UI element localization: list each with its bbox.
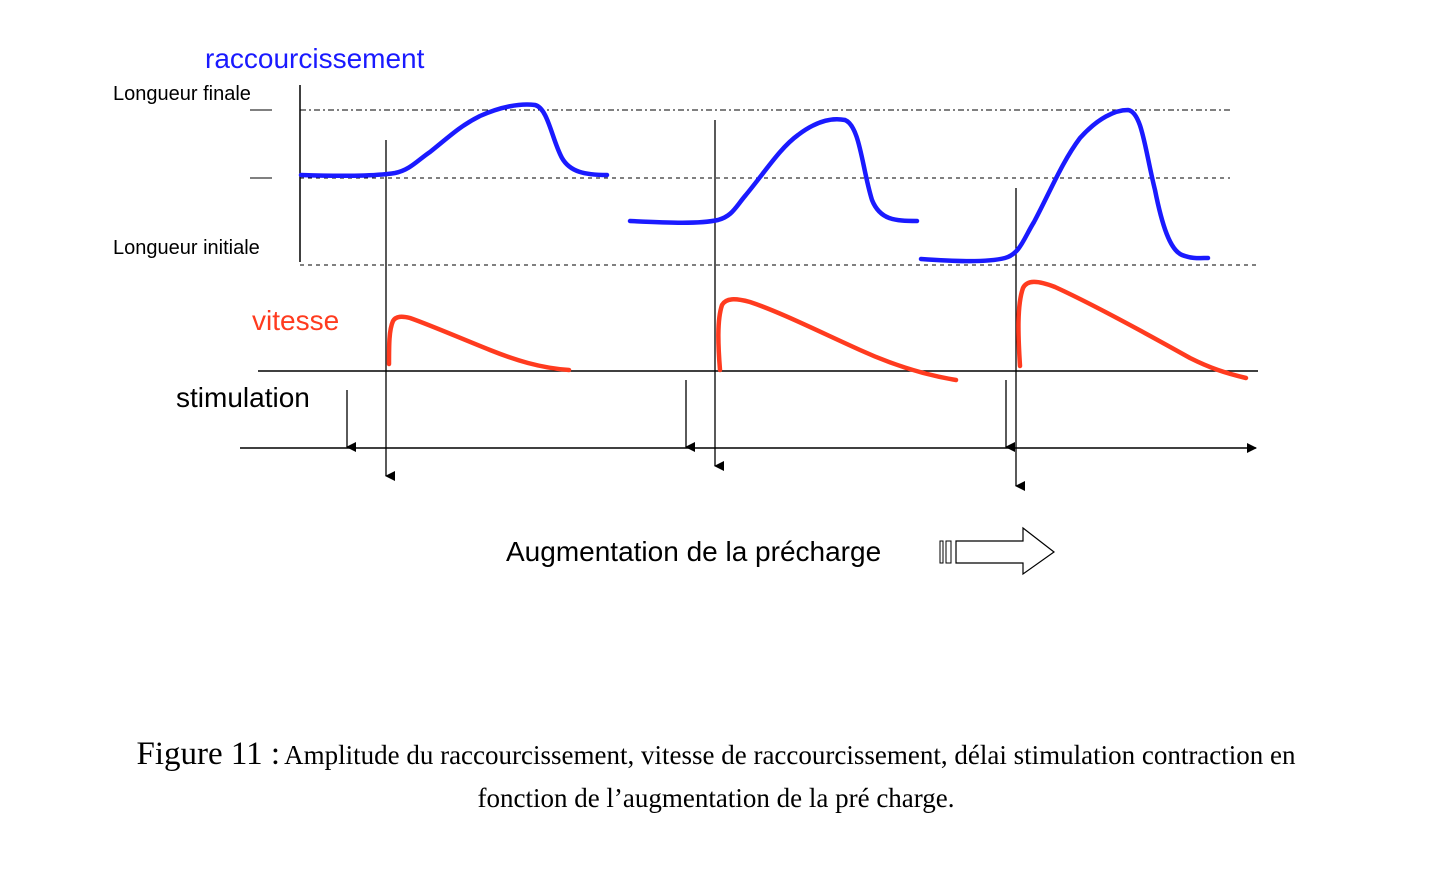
precharge-increase-label: Augmentation de la précharge — [506, 536, 882, 567]
speed-curve-1 — [386, 314, 572, 373]
shortening-label: raccourcissement — [205, 43, 425, 74]
speed-curve-2 — [716, 297, 959, 383]
shortening-curve-2 — [627, 117, 920, 225]
shortening-curve-1 — [298, 102, 610, 179]
precharge-increase-arrow-icon — [939, 526, 1056, 576]
caption-figure-number: Figure 11 : — [136, 736, 281, 772]
initial-length-label: Longueur initiale — [113, 237, 260, 259]
caption-line-2: fonction de l’augmentation de la pré cha… — [477, 783, 955, 813]
caption-line-1: Amplitude du raccourcissement, vitesse d… — [284, 740, 1296, 770]
shortening-curve-3 — [918, 107, 1211, 264]
speed-label: vitesse — [252, 305, 340, 336]
figure-caption: Figure 11 : Amplitude du raccourcissemen… — [0, 736, 1432, 773]
stimulation-label: stimulation — [176, 382, 310, 413]
speed-curve-3 — [1016, 279, 1249, 381]
final-length-label: Longueur finale — [113, 83, 251, 105]
